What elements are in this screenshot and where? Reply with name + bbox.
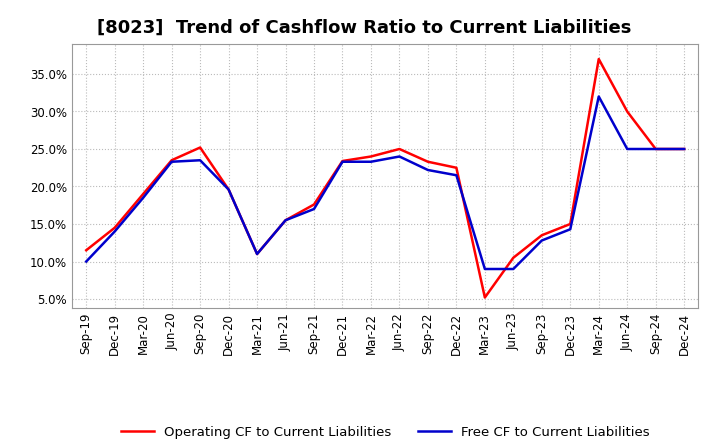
Free CF to Current Liabilities bbox=[423, 167, 432, 172]
Operating CF to Current Liabilities bbox=[196, 145, 204, 150]
Line: Operating CF to Current Liabilities: Operating CF to Current Liabilities bbox=[86, 59, 684, 297]
Free CF to Current Liabilities bbox=[110, 229, 119, 234]
Free CF to Current Liabilities bbox=[366, 159, 375, 165]
Operating CF to Current Liabilities bbox=[366, 154, 375, 159]
Operating CF to Current Liabilities bbox=[452, 165, 461, 170]
Free CF to Current Liabilities bbox=[225, 187, 233, 192]
Operating CF to Current Liabilities bbox=[167, 158, 176, 163]
Operating CF to Current Liabilities bbox=[395, 147, 404, 152]
Free CF to Current Liabilities bbox=[537, 238, 546, 243]
Operating CF to Current Liabilities bbox=[680, 147, 688, 152]
Operating CF to Current Liabilities bbox=[282, 218, 290, 223]
Operating CF to Current Liabilities bbox=[110, 225, 119, 231]
Free CF to Current Liabilities bbox=[139, 195, 148, 200]
Free CF to Current Liabilities bbox=[652, 147, 660, 152]
Free CF to Current Liabilities bbox=[196, 158, 204, 163]
Free CF to Current Liabilities bbox=[452, 172, 461, 178]
Free CF to Current Liabilities bbox=[82, 259, 91, 264]
Text: [8023]  Trend of Cashflow Ratio to Current Liabilities: [8023] Trend of Cashflow Ratio to Curren… bbox=[97, 19, 631, 37]
Free CF to Current Liabilities bbox=[623, 147, 631, 152]
Operating CF to Current Liabilities bbox=[253, 251, 261, 257]
Free CF to Current Liabilities bbox=[253, 251, 261, 257]
Free CF to Current Liabilities bbox=[480, 266, 489, 271]
Free CF to Current Liabilities bbox=[566, 227, 575, 232]
Operating CF to Current Liabilities bbox=[139, 191, 148, 197]
Free CF to Current Liabilities bbox=[395, 154, 404, 159]
Operating CF to Current Liabilities bbox=[338, 158, 347, 164]
Operating CF to Current Liabilities bbox=[652, 147, 660, 152]
Operating CF to Current Liabilities bbox=[537, 233, 546, 238]
Operating CF to Current Liabilities bbox=[225, 187, 233, 192]
Line: Free CF to Current Liabilities: Free CF to Current Liabilities bbox=[86, 96, 684, 269]
Operating CF to Current Liabilities bbox=[566, 221, 575, 227]
Operating CF to Current Liabilities bbox=[480, 295, 489, 300]
Free CF to Current Liabilities bbox=[680, 147, 688, 152]
Free CF to Current Liabilities bbox=[509, 266, 518, 271]
Free CF to Current Liabilities bbox=[167, 159, 176, 165]
Free CF to Current Liabilities bbox=[338, 159, 347, 165]
Operating CF to Current Liabilities bbox=[82, 248, 91, 253]
Free CF to Current Liabilities bbox=[310, 206, 318, 212]
Free CF to Current Liabilities bbox=[282, 218, 290, 223]
Legend: Operating CF to Current Liabilities, Free CF to Current Liabilities: Operating CF to Current Liabilities, Fre… bbox=[120, 425, 650, 439]
Operating CF to Current Liabilities bbox=[310, 202, 318, 207]
Operating CF to Current Liabilities bbox=[509, 255, 518, 260]
Free CF to Current Liabilities bbox=[595, 94, 603, 99]
Operating CF to Current Liabilities bbox=[623, 109, 631, 114]
Operating CF to Current Liabilities bbox=[595, 56, 603, 62]
Operating CF to Current Liabilities bbox=[423, 159, 432, 165]
